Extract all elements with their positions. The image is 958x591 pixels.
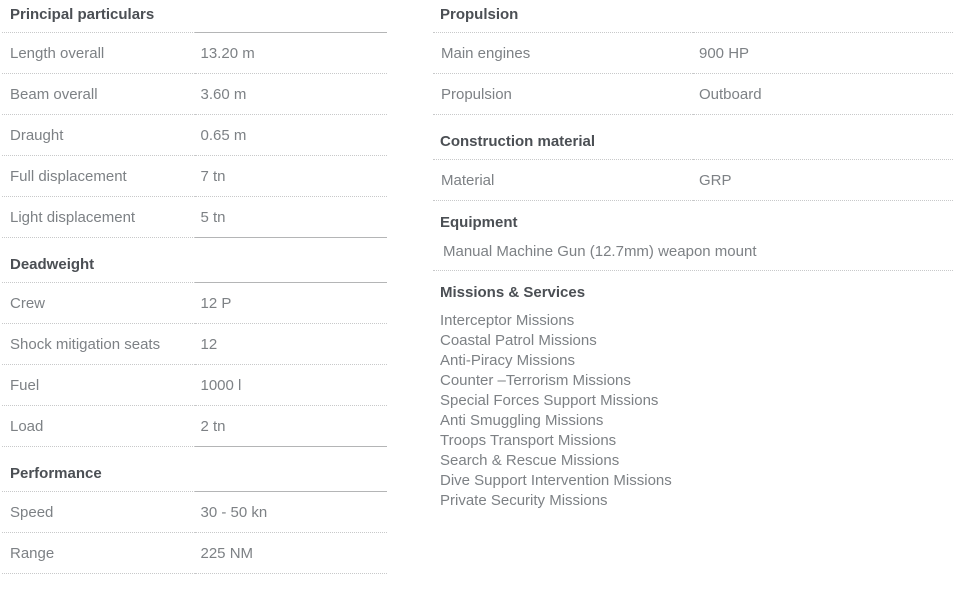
mission-list-item: Counter –Terrorism Missions [440, 372, 631, 389]
spec-value: 30 - 50 kn [194, 491, 387, 533]
principal-particulars-table: Principal particulars Length overall 13.… [2, 0, 387, 238]
performance-table: Performance Speed 30 - 50 kn Range 225 N… [2, 459, 387, 574]
spec-label: Full displacement [2, 155, 195, 197]
table-row: Load 2 tn [2, 405, 387, 447]
mission-list-item: Special Forces Support Missions [440, 392, 659, 409]
spec-label: Beam overall [2, 73, 195, 115]
missions-services-section: Missions & Services Interceptor Missions… [433, 283, 953, 511]
spec-value: Outboard [693, 73, 953, 115]
section-title-principal-particulars: Principal particulars [2, 0, 387, 33]
table-row: Material GRP [433, 159, 953, 201]
left-column: Principal particulars Length overall 13.… [0, 0, 387, 574]
mission-list-item: Search & Rescue Missions [440, 452, 620, 469]
section-title-construction-material: Construction material [433, 127, 953, 160]
spec-value: 12 P [194, 282, 387, 324]
spec-value: 0.65 m [194, 114, 387, 156]
spec-label: Speed [2, 491, 195, 533]
spec-value: 7 tn [194, 155, 387, 197]
section-header-row: Propulsion [433, 0, 953, 33]
spec-label: Fuel [2, 364, 195, 406]
spec-value: GRP [693, 159, 953, 201]
spec-label: Propulsion [433, 73, 693, 115]
spec-value: 225 NM [194, 532, 387, 574]
table-row: Draught 0.65 m [2, 114, 387, 156]
spec-label: Range [2, 532, 195, 574]
table-row: Length overall 13.20 m [2, 32, 387, 74]
section-title-equipment: Equipment [440, 214, 518, 231]
spec-label: Shock mitigation seats [2, 323, 195, 365]
section-title-propulsion: Propulsion [433, 0, 953, 33]
section-header-row: Principal particulars [2, 0, 387, 33]
equipment-text: Manual Machine Gun (12.7mm) weapon mount [433, 242, 953, 271]
spec-value: 3.60 m [194, 73, 387, 115]
mission-list: Interceptor Missions Coastal Patrol Miss… [433, 311, 953, 511]
mission-list-item: Dive Support Intervention Missions [440, 472, 672, 489]
section-header-row: Deadweight [2, 250, 387, 283]
table-row: Light displacement 5 tn [2, 196, 387, 238]
right-column: Propulsion Main engines 900 HP Propulsio… [433, 0, 953, 511]
spec-label: Main engines [433, 32, 693, 74]
section-header-row: Construction material [433, 127, 953, 160]
spec-value: 12 [194, 323, 387, 365]
table-row: Main engines 900 HP [433, 32, 953, 74]
spec-value: 5 tn [194, 196, 387, 238]
spec-value: 13.20 m [194, 32, 387, 74]
spec-value: 900 HP [693, 32, 953, 74]
deadweight-table: Deadweight Crew 12 P Shock mitigation se… [2, 250, 387, 447]
section-title-deadweight: Deadweight [2, 250, 387, 283]
spec-label: Light displacement [2, 196, 195, 238]
table-row: Shock mitigation seats 12 [2, 323, 387, 365]
mission-list-item: Coastal Patrol Missions [440, 332, 597, 349]
table-row: Fuel 1000 l [2, 364, 387, 406]
spec-value: 1000 l [194, 364, 387, 406]
section-title-performance: Performance [2, 459, 387, 492]
section-title-missions-services: Missions & Services [440, 284, 586, 301]
section-header-row: Performance [2, 459, 387, 492]
table-row: Crew 12 P [2, 282, 387, 324]
spec-label: Material [433, 159, 693, 201]
mission-list-item: Anti Smuggling Missions [440, 412, 604, 429]
mission-list-item: Private Security Missions [440, 492, 608, 509]
spec-label: Draught [2, 114, 195, 156]
mission-list-item: Troops Transport Missions [440, 432, 617, 449]
table-row: Beam overall 3.60 m [2, 73, 387, 115]
table-row: Propulsion Outboard [433, 73, 953, 115]
table-row: Range 225 NM [2, 532, 387, 574]
specifications-page: Principal particulars Length overall 13.… [0, 0, 953, 574]
construction-material-table: Construction material Material GRP [433, 127, 953, 201]
spec-label: Crew [2, 282, 195, 324]
spec-label: Length overall [2, 32, 195, 74]
spec-value: 2 tn [194, 405, 387, 447]
table-row: Full displacement 7 tn [2, 155, 387, 197]
propulsion-table: Propulsion Main engines 900 HP Propulsio… [433, 0, 953, 115]
table-row: Speed 30 - 50 kn [2, 491, 387, 533]
mission-list-item: Interceptor Missions [440, 312, 575, 329]
equipment-section: Equipment Manual Machine Gun (12.7mm) we… [433, 213, 953, 271]
spec-label: Load [2, 405, 195, 447]
mission-list-item: Anti-Piracy Missions [440, 352, 576, 369]
